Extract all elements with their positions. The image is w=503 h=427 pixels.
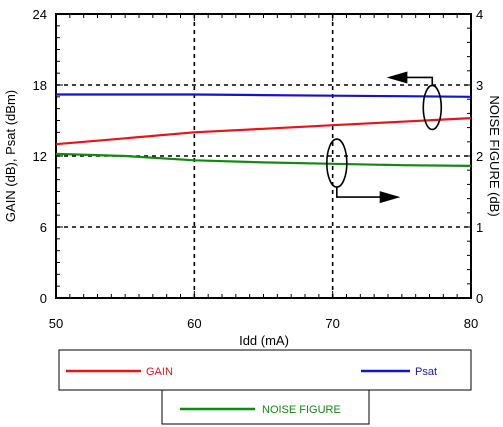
- y2-tick-label: 3: [476, 78, 483, 93]
- annotations: [326, 71, 443, 204]
- x-tick-label: 70: [325, 316, 339, 331]
- x-tick-label: 60: [187, 316, 201, 331]
- x-tick-label: 80: [464, 316, 478, 331]
- legend: GAIN Psat NOISE FIGURE: [58, 349, 472, 425]
- axis-indicator-ellipse-left: [422, 84, 443, 131]
- series-line-psat: [56, 93, 472, 98]
- y2-tick-label: 0: [476, 291, 483, 306]
- series-line-noise-figure: [55, 152, 472, 167]
- y-tick-label: 6: [40, 220, 47, 235]
- arrowhead-right: [379, 191, 401, 204]
- y-tick-label: 0: [40, 291, 47, 306]
- axis-indicator-arrow-right: [336, 187, 386, 198]
- series-line-gain: [55, 117, 472, 146]
- y2-axis-label: NOISE FIGURE (dB): [487, 95, 502, 216]
- y-tick-label: 24: [33, 7, 47, 22]
- y-tick-label: 18: [33, 78, 47, 93]
- series: [55, 93, 472, 167]
- y2-tick-label: 1: [476, 220, 483, 235]
- y-axis-label: GAIN (dB), Psat (dBm): [3, 90, 18, 222]
- y2-tick-label: 2: [476, 149, 483, 164]
- grid: [56, 14, 471, 298]
- legend-box-bottom: [161, 389, 370, 425]
- x-tick-label: 50: [49, 316, 63, 331]
- arrowhead-left: [386, 71, 408, 84]
- legend-label-noise-figure: NOISE FIGURE: [262, 404, 341, 416]
- legend-label-gain: GAIN: [146, 366, 173, 378]
- x-axis-label: Idd (mA): [239, 333, 289, 348]
- legend-label-psat: Psat: [415, 366, 437, 378]
- y-tick-label: 12: [33, 149, 47, 164]
- y2-tick-label: 4: [476, 7, 483, 22]
- axis-indicator-arrow-left: [401, 76, 434, 86]
